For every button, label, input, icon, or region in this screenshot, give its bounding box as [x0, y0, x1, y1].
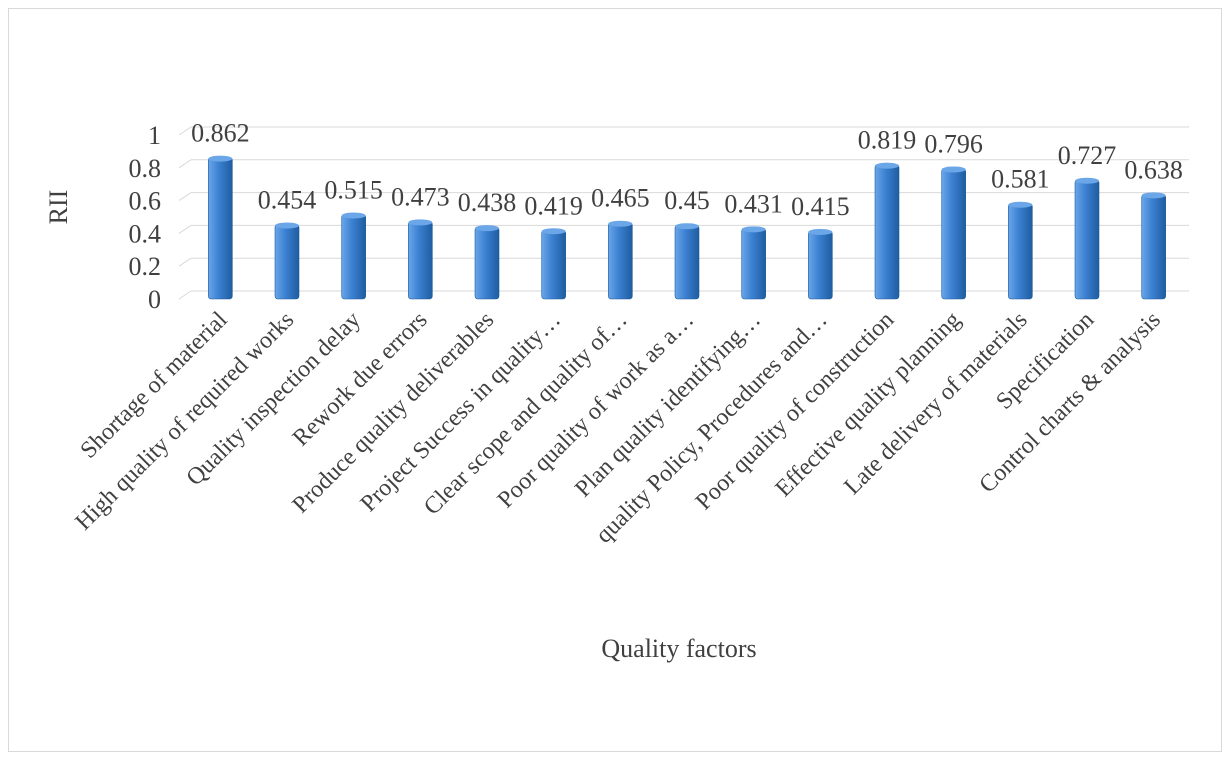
bar-top: [275, 222, 299, 229]
data-label: 0.438: [458, 188, 517, 217]
bar-top: [408, 219, 433, 226]
bar: [408, 221, 433, 300]
bar: [741, 228, 766, 300]
bar-top: [208, 155, 233, 162]
bar: [474, 226, 500, 300]
bar: [608, 222, 633, 300]
bar-top: [741, 226, 766, 233]
y-tick-label: 0.6: [129, 187, 162, 216]
data-label: 0.862: [191, 119, 250, 148]
bar: [674, 224, 700, 300]
bar-chart: 0 0.2 0.4 0.6 0.8 1 0.862 0.454 0.515 0.473 0.438…: [44, 119, 1189, 663]
gridline-depth: [178, 192, 192, 202]
y-tick-label: 0: [148, 285, 161, 314]
bars: [208, 155, 1166, 300]
bar: [541, 229, 566, 300]
bar: [341, 214, 366, 300]
gridline-depth: [178, 126, 192, 136]
bar: [1008, 203, 1033, 300]
bar-top: [608, 220, 633, 227]
data-label: 0.454: [258, 186, 317, 215]
data-label: 0.45: [664, 186, 710, 215]
bar: [208, 157, 233, 300]
bar: [1074, 179, 1100, 300]
bar: [274, 224, 300, 300]
bar-top: [541, 228, 566, 235]
bar-top: [1075, 177, 1099, 184]
y-tick-label: 0.8: [129, 154, 162, 183]
data-labels: 0.862 0.454 0.515 0.473 0.438 0.419 0.465 0.45 0…: [191, 119, 1183, 221]
y-tick-label: 0.2: [129, 252, 162, 281]
bar-top: [808, 228, 833, 235]
bar-top: [675, 223, 699, 230]
bar: [874, 164, 900, 300]
data-label: 0.419: [524, 191, 583, 220]
x-axis-title: Quality factors: [601, 634, 756, 663]
data-label: 0.431: [724, 189, 783, 218]
data-label: 0.581: [991, 165, 1050, 194]
y-axis-title: RII: [44, 190, 73, 225]
gridline-depth: [178, 159, 192, 169]
gridline-depth: [178, 290, 192, 300]
data-label: 0.819: [858, 126, 917, 155]
bar-top: [941, 166, 966, 173]
bar-top: [475, 225, 499, 232]
y-axis-ticks: 0 0.2 0.4 0.6 0.8 1: [129, 121, 162, 314]
data-label: 0.727: [1058, 141, 1117, 170]
bar-top: [341, 212, 366, 219]
y-tick-label: 1: [148, 121, 161, 150]
data-label: 0.465: [591, 184, 650, 213]
data-label: 0.796: [924, 129, 983, 158]
bar-top: [875, 162, 899, 169]
chart-frame: 0 0.2 0.4 0.6 0.8 1 0.862 0.454 0.515 0.473 0.438…: [8, 8, 1222, 752]
bar: [808, 230, 833, 300]
bar-top: [1008, 201, 1033, 208]
bar: [941, 168, 966, 300]
data-label: 0.415: [791, 192, 850, 221]
bar-top: [1141, 192, 1166, 199]
bar: [1141, 194, 1166, 300]
data-label: 0.473: [391, 182, 450, 211]
data-label: 0.515: [324, 176, 383, 205]
gridline-depth: [178, 257, 192, 267]
y-tick-label: 0.4: [129, 219, 162, 248]
gridline-depth: [178, 224, 192, 234]
data-label: 0.638: [1124, 155, 1183, 184]
